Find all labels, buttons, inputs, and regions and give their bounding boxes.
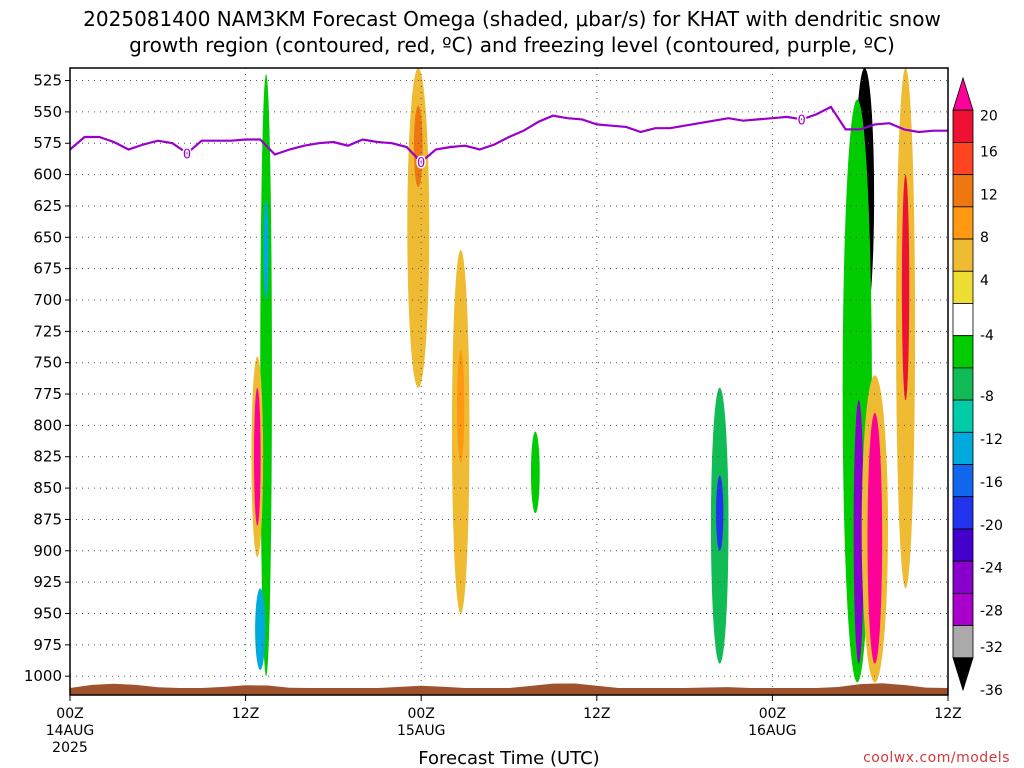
omega-region-t12-low-teal [255,588,266,670]
x-tick-label: 00Z [407,706,434,722]
x-axis-label: Forecast Time (UTC) [418,748,599,768]
colorbar-label: -24 [980,561,1003,577]
colorbar-label: -8 [980,389,994,405]
colorbar-swatch [952,174,974,208]
y-tick-label: 800 [33,416,62,434]
colorbar-swatch [952,496,974,530]
colorbar-swatch [952,206,974,240]
colorbar-swatch [952,367,974,401]
y-tick-label: 900 [33,542,62,560]
colorbar-label: 4 [980,273,989,289]
x-tick-date: 14AUG [46,723,95,739]
omega-region-t26-core [457,350,465,464]
x-tick-label: 12Z [232,706,259,722]
y-tick-label: 925 [33,573,62,591]
omega-region-t12-teal [263,199,269,300]
terrain-fill [70,683,948,695]
colorbar-swatch [952,270,974,304]
freezing-level-contour: 0 0 0 [69,105,948,173]
colorbar-label: -28 [980,603,1003,619]
colorbar-swatch [952,142,974,176]
y-tick-label: 625 [33,197,62,215]
terrain-strip [70,683,948,695]
colorbar-swatch [952,238,974,272]
x-tick-date: 15AUG [397,723,446,739]
colorbar-label: 20 [980,109,998,125]
colorbar-label: 8 [980,230,989,246]
omega-region-t24-core [413,105,423,188]
y-tick-label: 975 [33,636,62,654]
y-tick-label: 550 [33,103,62,121]
colorbar-swatch [952,109,974,143]
colorbar-label: 16 [980,144,998,160]
y-tick-label: 775 [33,385,62,403]
grid-lines [69,68,949,695]
colorbar-label: -4 [980,328,994,344]
x-tick-label: 00Z [759,706,786,722]
x-tick-label: 12Z [934,706,961,722]
x-tick-date: 16AUG [748,723,797,739]
colorbar-label: -12 [980,432,1003,448]
chart-title-line2: growth region (contoured, red, ºC) and f… [129,33,895,57]
colorbar: 20 16 12 8 4 -4 -8 -12 -16 -20 -24 -28 -32 -36 [952,76,1003,699]
colorbar-swatch [952,657,974,692]
omega-region-t44-core [716,475,724,551]
colorbar-swatch [952,625,974,659]
x-tick-label: 12Z [583,706,610,722]
y-axis: 525 550 575 600 625 650 675 700 725 750 775 800 825 8… [24,72,70,685]
colorbar-swatch [952,399,974,433]
y-tick-label: 650 [33,228,62,246]
credit-text: coolwx.com/models [863,750,1010,766]
omega-region-t54-low [853,400,864,664]
colorbar-label: 12 [980,187,998,203]
omega-region-t31-neg [530,431,540,514]
y-tick-label: 950 [33,604,62,622]
freezing-level-contour-label: 0 [183,147,191,162]
y-tick-label: 700 [33,291,62,309]
freezing-level-line [69,105,948,164]
y-tick-label: 725 [33,322,62,340]
colorbar-swatch [952,431,974,465]
y-tick-label: 575 [33,134,62,152]
freezing-level-contour-label: 0 [798,113,806,128]
omega-region-t12-core [254,387,261,526]
colorbar-label: -16 [980,475,1003,491]
plot-frame [69,67,949,696]
y-tick-label: 525 [33,72,62,90]
y-tick-label: 600 [33,166,62,184]
colorbar-swatch [952,528,974,562]
omega-region-t57-core [901,174,910,401]
colorbar-swatch [952,303,974,337]
freezing-level-contour-label: 0 [417,156,425,171]
omega-region-t24-pos [407,68,430,388]
x-tick-label: 00Z [56,706,83,722]
colorbar-label: -36 [980,683,1003,699]
y-tick-label: 825 [33,448,62,466]
y-tick-label: 875 [33,510,62,528]
colorbar-label: -32 [980,640,1003,656]
colorbar-swatch [952,592,974,626]
omega-region-t12-green [260,74,272,677]
colorbar-swatch [952,76,974,111]
omega-region-t55-core [867,412,883,664]
y-tick-label: 750 [33,354,62,372]
y-tick-label: 1000 [24,667,62,685]
y-tick-label: 850 [33,479,62,497]
colorbar-swatch [952,335,974,369]
colorbar-swatch [952,560,974,594]
omega-shading [251,68,916,683]
chart-title-line1: 2025081400 NAM3KM Forecast Omega (shaded… [83,7,941,31]
x-tick-year: 2025 [52,740,88,756]
colorbar-label: -20 [980,518,1003,534]
colorbar-swatch [952,464,974,498]
y-tick-label: 675 [33,260,62,278]
